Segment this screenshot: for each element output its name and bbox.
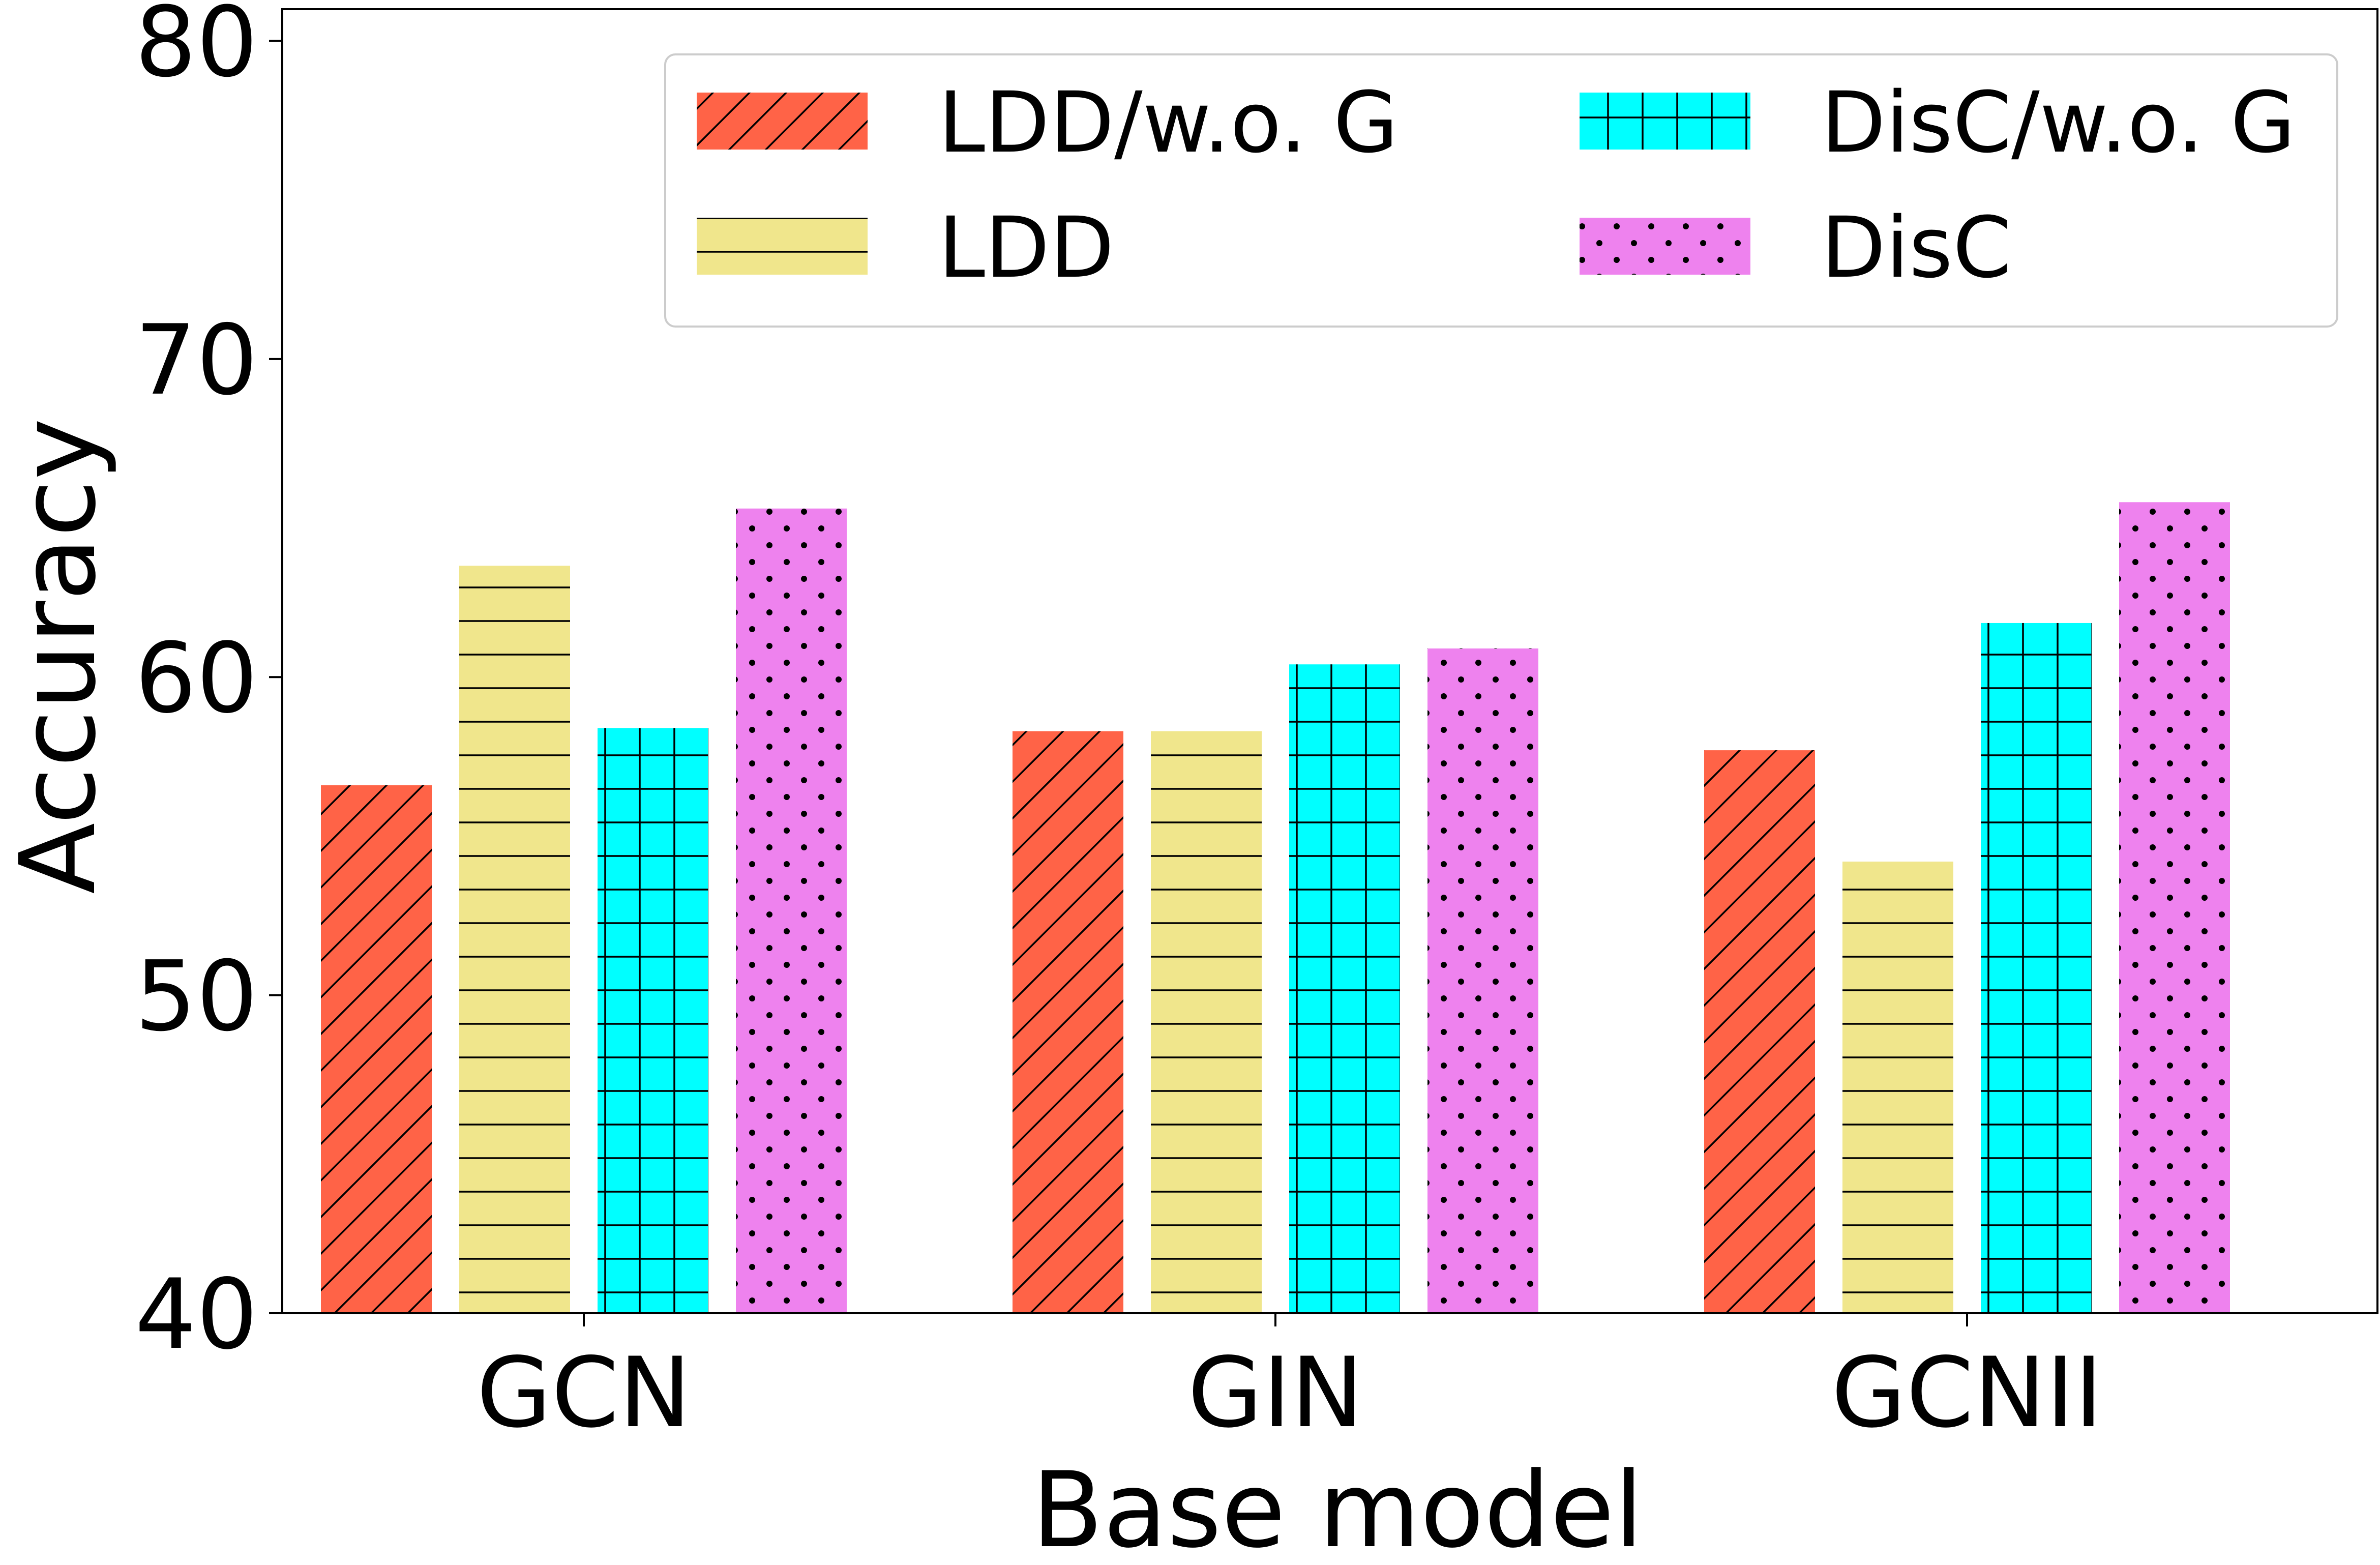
x-tick-label-gcnii: GCNII	[1831, 1337, 2103, 1449]
y-tick-label: 70	[135, 304, 258, 417]
x-axis: GCN GIN GCNII	[477, 1313, 2103, 1449]
legend: LDD/w.o. G LDD DisC/w.o. G DisC	[664, 53, 2338, 328]
x-tick-label-gin: GIN	[1187, 1337, 1363, 1449]
bar-hatch	[1981, 623, 2092, 1313]
x-tick-label-gcn: GCN	[477, 1337, 691, 1449]
plot-frame	[281, 8, 2378, 1314]
legend-swatch-hatch	[697, 218, 868, 275]
y-axis-label: Accuracy	[0, 418, 119, 894]
legend-label: DisC/w.o. G	[1821, 74, 2296, 171]
legend-swatch-hatch	[1580, 93, 1750, 150]
legend-swatch-hatch	[1580, 218, 1750, 275]
bar-hatch	[1289, 664, 1400, 1313]
bar-hatch	[1427, 648, 1538, 1313]
legend-label: LDD	[938, 199, 1114, 297]
bar-hatch	[1842, 861, 1953, 1313]
legend-swatch-hatch	[697, 93, 868, 150]
legend-label: DisC	[1821, 199, 2011, 297]
y-tick-label: 80	[135, 0, 258, 99]
bar-hatch	[598, 728, 708, 1313]
legend-frame	[664, 53, 2338, 328]
bar-hatch	[2119, 502, 2230, 1313]
bar-hatch	[1704, 750, 1815, 1313]
y-tick-label: 50	[135, 940, 258, 1053]
bars-group	[321, 502, 2230, 1313]
legend-label: LDD/w.o. G	[938, 74, 1399, 171]
bar-hatch	[1013, 731, 1123, 1313]
bar-hatch	[1151, 731, 1262, 1313]
bar-hatch	[459, 566, 570, 1313]
y-tick-label: 60	[135, 622, 258, 734]
bar-hatch	[321, 785, 432, 1313]
x-axis-label: Base model	[1032, 1450, 1644, 1565]
y-axis: 40 50 60 70 80	[135, 0, 282, 1371]
y-tick-label: 40	[135, 1258, 258, 1371]
bar-hatch	[736, 508, 847, 1313]
